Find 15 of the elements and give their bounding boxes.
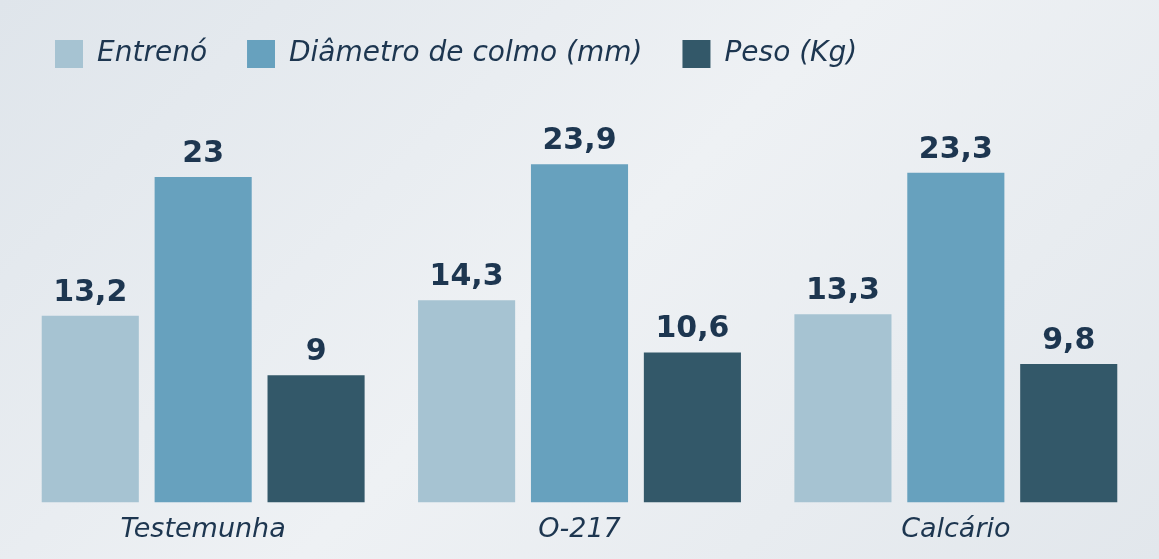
data-label: 23,3 [918,129,993,165]
data-label: 10,6 [655,309,730,345]
legend-label: Peso (Kg) [724,35,858,69]
x-tick-label: Testemunha [120,511,286,543]
data-label: 23 [182,133,225,169]
data-label: 9 [305,332,327,368]
data-label: 14,3 [429,257,504,292]
data-label: 13,2 [53,272,128,308]
x-tick-label: Calcário [901,511,1011,543]
legend-label: Diâmetro de colmo (mm) [289,35,643,69]
legend-label: Entrenó [97,35,208,69]
data-label: 13,3 [805,271,880,307]
data-label: 23,9 [542,121,617,157]
data-label: 9,8 [1042,320,1096,356]
x-tick-label: O-217 [538,511,621,543]
